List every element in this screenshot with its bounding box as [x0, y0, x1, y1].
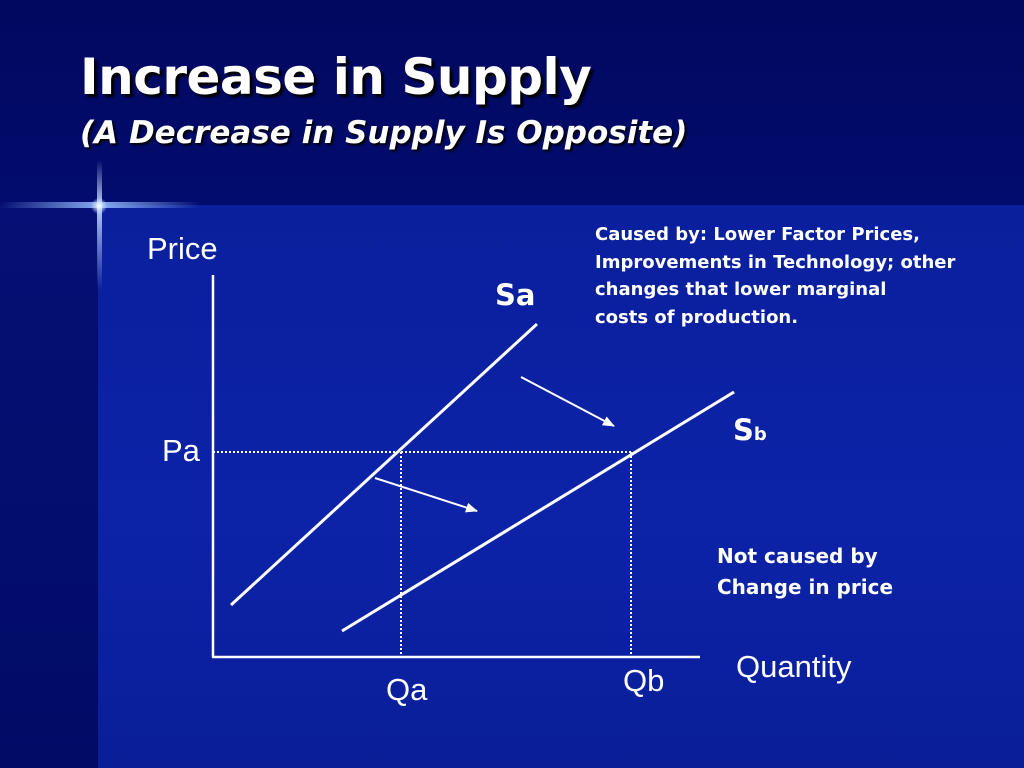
- not-caused-note-line: Not caused by: [717, 544, 878, 568]
- cause-note-line: changes that lower marginal: [595, 279, 887, 300]
- shift-arrow-lower: [374, 477, 478, 513]
- not-caused-note-line: Change in price: [717, 575, 894, 599]
- y-axis-label: Price: [147, 231, 218, 266]
- cause-note-line: costs of production.: [595, 306, 799, 328]
- supply-curve-a: [229, 322, 539, 607]
- sparkle-vertical: [97, 160, 102, 290]
- quantity-label-qb: Qb: [623, 663, 665, 698]
- shift-arrow-upper: [520, 376, 615, 427]
- not-caused-note: Not caused by Change in price: [717, 541, 893, 603]
- supply-b-label-main: S: [733, 413, 754, 447]
- cause-note-line: Improvements in Technology; other: [595, 251, 956, 273]
- supply-a-label: Sa: [495, 278, 536, 312]
- left-band: [0, 205, 98, 768]
- supply-curve-b: [341, 390, 735, 633]
- sparkle-icon: [91, 198, 107, 214]
- quantity-label-qa: Qa: [386, 672, 428, 707]
- slide-subtitle: (A Decrease in Supply Is Opposite): [80, 115, 688, 151]
- supply-b-label-subscript: b: [753, 424, 767, 445]
- supply-b-label: Sb: [733, 416, 767, 445]
- content-panel: [98, 205, 1024, 768]
- x-axis-label: Quantity: [736, 649, 852, 684]
- header-band: [0, 0, 1024, 205]
- cause-note: Caused by: Lower Factor Prices, Improvem…: [595, 221, 1020, 331]
- cause-note-line: Caused by: Lower Factor Prices,: [595, 224, 920, 245]
- price-label-pa: Pa: [162, 433, 200, 468]
- slide-title: Increase in Supply: [80, 48, 592, 106]
